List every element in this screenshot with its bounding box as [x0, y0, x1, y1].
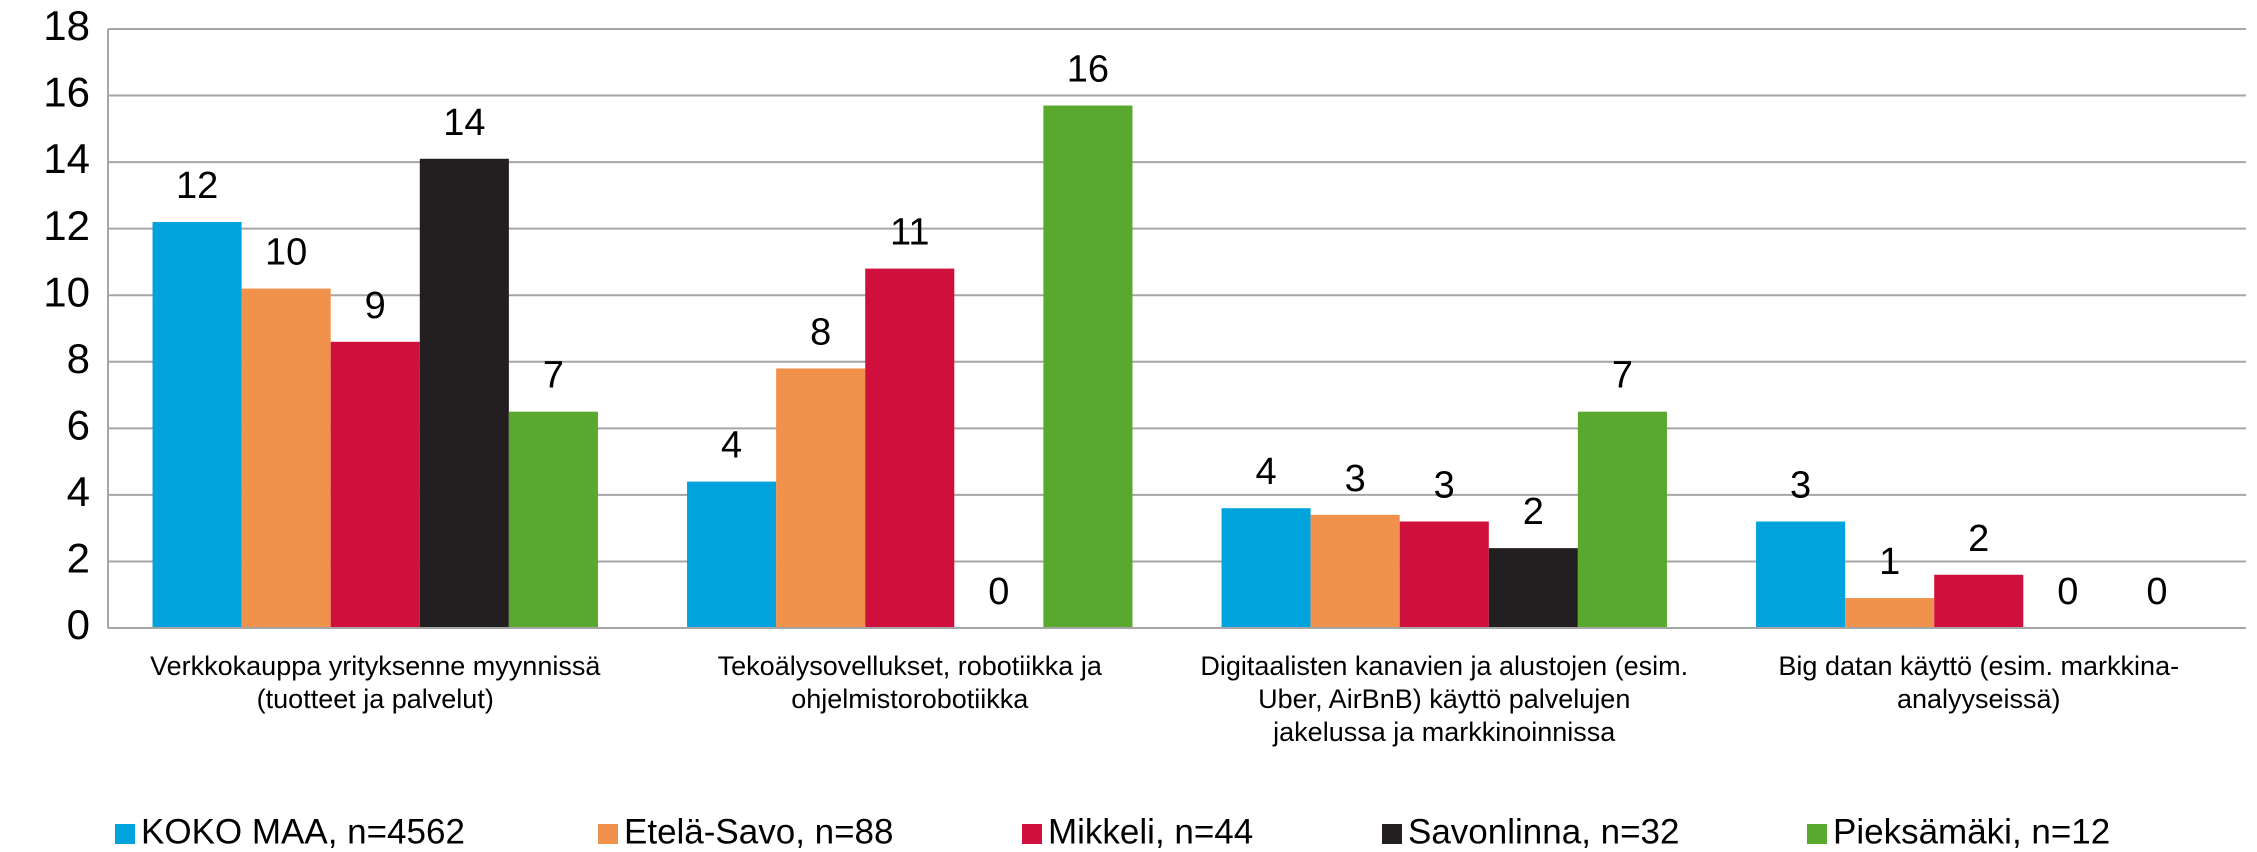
data-label: 0 [988, 571, 1009, 613]
y-tick-label: 8 [67, 335, 90, 382]
bar [152, 222, 242, 628]
x-tick-label: Verkkokauppa yrityksenne myynnissä [150, 651, 601, 681]
legend-label: Pieksämäki, n=12 [1833, 812, 2110, 851]
y-tick-label: 6 [67, 401, 90, 448]
data-label: 11 [890, 212, 929, 254]
data-label: 14 [443, 102, 485, 144]
x-tick-label: jakelussa ja markkinoinnissa [1272, 717, 1616, 747]
data-label: 0 [2146, 571, 2167, 613]
legend-label: Savonlinna, n=32 [1408, 812, 1679, 851]
bar [1488, 548, 1578, 628]
data-label: 0 [2057, 571, 2078, 613]
bar [1934, 574, 2024, 628]
bar [419, 158, 509, 629]
legend-swatch [115, 824, 135, 844]
y-tick-label: 0 [67, 601, 90, 648]
bar [865, 268, 955, 628]
legend-swatch [1382, 824, 1402, 844]
bar [330, 341, 420, 628]
bar [1756, 521, 1846, 628]
y-tick-label: 4 [67, 468, 90, 515]
data-label: 10 [265, 232, 307, 274]
x-tick-label: Uber, AirBnB) käyttö palvelujen [1258, 684, 1630, 714]
y-tick-label: 2 [67, 535, 90, 582]
y-tick-label: 10 [43, 268, 90, 315]
data-label: 7 [1612, 355, 1633, 397]
legend-swatch [598, 824, 618, 844]
bar [687, 481, 777, 628]
x-tick-label: analyyseissä) [1897, 684, 2061, 714]
data-label: 16 [1067, 49, 1109, 91]
bar [1577, 411, 1667, 628]
x-tick-label: ohjelmistorobotiikka [791, 684, 1029, 714]
y-tick-label: 18 [43, 2, 90, 49]
x-tick-label: Tekoälysovellukset, robotiikka ja [718, 651, 1103, 681]
data-label: 4 [1256, 451, 1277, 493]
bar [1310, 514, 1400, 628]
bar [241, 288, 331, 628]
data-label: 7 [543, 355, 564, 397]
legend-label: Mikkeli, n=44 [1048, 812, 1253, 851]
data-label: 12 [176, 165, 218, 207]
data-label: 3 [1434, 465, 1455, 507]
bar [1221, 508, 1311, 628]
x-tick-label: Digitaalisten kanavien ja alustojen (esi… [1200, 651, 1688, 681]
bar [776, 368, 866, 628]
data-label: 3 [1790, 465, 1811, 507]
x-tick-label: Big datan käyttö (esim. markkina- [1778, 651, 2179, 681]
y-tick-label: 16 [43, 69, 90, 116]
legend-label: KOKO MAA, n=4562 [141, 812, 465, 851]
data-label: 9 [365, 285, 386, 327]
x-tick-label: (tuotteet ja palvelut) [257, 684, 494, 714]
bar [1399, 521, 1489, 628]
data-label: 8 [810, 311, 831, 353]
data-label: 1 [1879, 541, 1900, 583]
y-tick-label: 12 [43, 202, 90, 249]
data-label: 3 [1345, 458, 1366, 500]
y-tick-label: 14 [43, 135, 90, 182]
legend-swatch [1807, 824, 1827, 844]
bar [1845, 598, 1935, 628]
legend-label: Etelä-Savo, n=88 [624, 812, 894, 851]
data-label: 4 [721, 425, 742, 467]
legend-swatch [1022, 824, 1042, 844]
bar [1043, 105, 1133, 629]
data-label: 2 [1968, 518, 1989, 560]
data-label: 2 [1523, 491, 1544, 533]
bar [508, 411, 598, 628]
